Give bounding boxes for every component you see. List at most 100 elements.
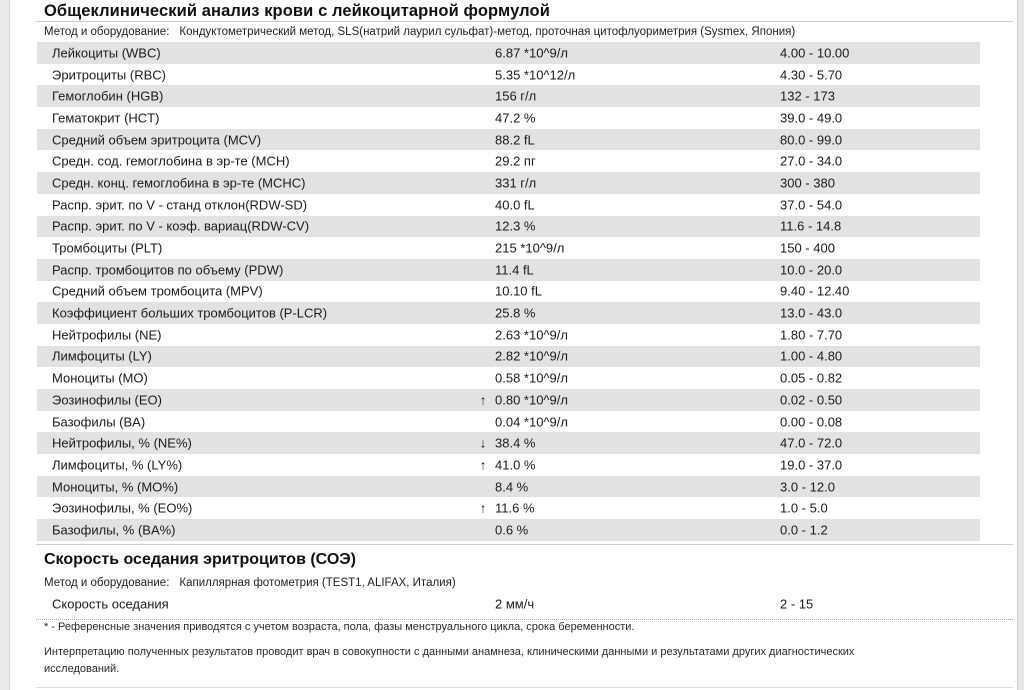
esr-row-value: 2 мм/ч [495,596,535,612]
page-title: Общеклинический анализ крови с лейкоцита… [44,2,550,20]
row-value: 12.3 % [495,218,536,234]
row-ref: 4.00 - 10.00 [780,45,850,61]
row-value: 331 г/л [495,175,537,191]
row-ref: 13.0 - 43.0 [780,305,843,321]
flag-high-icon: ↑ [479,392,487,408]
row-value: 88.2 fL [495,132,535,148]
row-value: 2.63 *10^9/л [495,327,568,343]
table-row: Моноциты (MO) 0.58 *10^9/л 0.05 - 0.82 [37,367,980,389]
table-row: Гемоглобин (HGB) 156 г/л 132 - 173 [37,85,980,108]
table-row: Эозинофилы, % (EO%) ↑ 11.6 % 1.0 - 5.0 [37,497,980,519]
row-ref: 80.0 - 99.0 [780,132,843,148]
row-ref: 0.02 - 0.50 [780,392,843,408]
row-value: 10.10 fL [495,283,542,299]
row-name: Распр. тромбоцитов по объему (PDW) [52,262,284,278]
row-name: Базофилы (BA) [52,414,146,430]
table-row: Средний объем эритроцита (MCV) 88.2 fL 8… [37,128,980,151]
row-ref: 1.0 - 5.0 [780,500,828,516]
table-row: Тромбоциты (PLT) 215 *10^9/л 150 - 400 [37,237,980,259]
row-name: Средн. сод. гемоглобина в эр-те (MCH) [52,153,290,169]
row-ref: 39.0 - 49.0 [780,110,843,126]
table-row: Моноциты, % (MO%) 8.4 % 3.0 - 12.0 [37,475,980,498]
row-value: 40.0 fL [495,197,535,213]
row-name: Распр. эрит. по V - станд отклон(RDW-SD) [52,197,308,213]
row-name: Распр. эрит. по V - коэф. вариац(RDW-CV) [52,218,310,234]
table-row: Распр. эрит. по V - коэф. вариац(RDW-CV)… [37,215,980,238]
row-name: Средний объем тромбоцита (MPV) [52,283,263,299]
row-ref: 9.40 - 12.40 [780,283,850,299]
page-left-margin [0,0,10,690]
row-value: 25.8 % [495,305,536,321]
flag-high-icon: ↑ [479,500,487,516]
flag-high-icon: ↑ [479,457,487,473]
row-ref: 300 - 380 [780,175,835,191]
table-row: Коэффициент больших тромбоцитов (P-LCR) … [37,302,980,324]
title-divider [36,21,1013,22]
row-name: Моноциты, % (MO%) [52,479,179,495]
esr-divider [36,619,1013,620]
esr-method-label: Метод и оборудование: [44,577,170,589]
esr-method-line: Метод и оборудование: Капиллярная фотомет… [44,577,456,589]
table-row: Эритроциты (RBC) 5.35 *10^12/л 4.30 - 5.… [37,64,980,86]
table-row: Средн. конц. гемоглобина в эр-те (MCHC) … [37,172,980,194]
row-ref: 4.30 - 5.70 [780,67,843,83]
table-row: Распр. эрит. по V - станд отклон(RDW-SD)… [37,194,980,216]
table-row: Нейтрофилы (NE) 2.63 *10^9/л 1.80 - 7.70 [37,324,980,346]
row-value: 0.6 % [495,522,529,538]
row-value: 156 г/л [495,88,537,104]
table-row: Базофилы, % (BA%) 0.6 % 0.0 - 1.2 [37,519,980,541]
table-row: Средний объем тромбоцита (MPV) 10.10 fL … [37,281,980,303]
row-name: Эритроциты (RBC) [52,67,166,83]
row-ref: 1.80 - 7.70 [780,327,843,343]
esr-section-title: Скорость оседания эритроцитов (СОЭ) [44,551,356,568]
row-ref: 3.0 - 12.0 [780,479,835,495]
table-row: Базофилы (BA) 0.04 *10^9/л 0.00 - 0.08 [37,411,980,433]
row-value: 38.4 % [495,435,536,451]
row-ref: 150 - 400 [780,240,835,256]
table-row: Средн. сод. гемоглобина в эр-те (MCH) 29… [37,150,980,172]
scrollbar-track[interactable] [1017,0,1024,690]
row-name: Коэффициент больших тромбоцитов (P-LCR) [52,305,328,321]
table-row: Нейтрофилы, % (NE%) ↓ 38.4 % 47.0 - 72.0 [37,432,980,455]
row-value: 41.0 % [495,457,536,473]
row-ref: 47.0 - 72.0 [780,435,843,451]
row-name: Лейкоциты (WBC) [52,45,161,61]
table-row: Лимфоциты, % (LY%) ↑ 41.0 % 19.0 - 37.0 [37,454,980,476]
table-row: Распр. тромбоцитов по объему (PDW) 11.4 … [37,258,980,281]
row-value: 8.4 % [495,479,529,495]
row-value: 11.6 % [495,500,535,516]
row-ref: 11.6 - 14.8 [780,218,842,234]
row-value: 29.2 пг [495,153,536,169]
flag-low-icon: ↓ [479,435,487,451]
footnote-reference: * - Референсные значения приводятся с уч… [44,621,635,633]
row-name: Эозинофилы, % (EO%) [52,500,193,516]
row-value: 0.80 *10^9/л [495,392,568,408]
row-ref: 0.05 - 0.82 [780,370,843,386]
esr-method-value: Капиллярная фотометрия (TEST1, ALIFAX, И… [179,577,456,589]
row-name: Средн. конц. гемоглобина в эр-те (MCHC) [52,175,306,191]
row-ref: 19.0 - 37.0 [780,457,843,473]
esr-row-ref: 2 - 15 [780,596,814,612]
esr-row-name: Скорость оседания [52,596,169,612]
row-value: 215 *10^9/л [495,240,565,256]
cbc-table: Лейкоциты (WBC) 6.87 *10^9/л 4.00 - 10.0… [37,42,980,541]
footnote-interpretation: Интерпретацию полученных результатов про… [44,646,855,675]
row-ref: 10.0 - 20.0 [780,262,843,278]
row-name: Нейтрофилы (NE) [52,327,162,343]
row-name: Гематокрит (HCT) [52,110,160,126]
row-name: Тромбоциты (PLT) [52,240,163,256]
row-ref: 132 - 173 [780,88,835,104]
row-ref: 1.00 - 4.80 [780,348,843,364]
table-row: Лимфоциты (LY) 2.82 *10^9/л 1.00 - 4.80 [37,345,980,368]
row-value: 5.35 *10^12/л [495,67,576,83]
cbc-method-value: Кондуктометрический метод, SLS(натрий ла… [179,26,796,38]
row-value: 11.4 fL [495,262,534,278]
table-row: Лейкоциты (WBC) 6.87 *10^9/л 4.00 - 10.0… [37,42,980,64]
row-name: Гемоглобин (HGB) [52,88,164,104]
table-row: Эозинофилы (EO) ↑ 0.80 *10^9/л 0.02 - 0.… [37,389,980,411]
row-ref: 37.0 - 54.0 [780,197,843,213]
row-name: Средний объем эритроцита (MCV) [52,132,262,148]
cbc-method-label: Метод и оборудование: [44,26,170,38]
row-value: 6.87 *10^9/л [495,45,568,61]
